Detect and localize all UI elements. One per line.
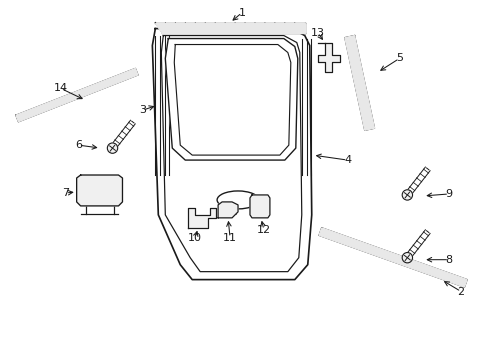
Text: 10: 10	[188, 233, 202, 243]
Polygon shape	[16, 68, 138, 122]
Polygon shape	[318, 42, 340, 72]
Text: 4: 4	[344, 155, 351, 165]
Polygon shape	[76, 175, 122, 206]
Text: 3: 3	[139, 105, 146, 115]
Polygon shape	[155, 23, 305, 32]
Polygon shape	[188, 208, 216, 228]
Circle shape	[402, 252, 413, 263]
Text: 1: 1	[239, 8, 245, 18]
Text: 2: 2	[458, 287, 465, 297]
Text: 11: 11	[223, 233, 237, 243]
Polygon shape	[250, 195, 270, 218]
Polygon shape	[218, 202, 238, 218]
Text: 14: 14	[53, 84, 68, 93]
Circle shape	[402, 190, 413, 200]
Text: 6: 6	[75, 140, 82, 150]
Polygon shape	[345, 36, 374, 130]
Polygon shape	[319, 228, 467, 287]
Text: 5: 5	[396, 54, 403, 63]
Circle shape	[107, 143, 118, 153]
Polygon shape	[152, 28, 312, 280]
Text: 12: 12	[257, 225, 271, 235]
Polygon shape	[165, 39, 298, 160]
Text: 8: 8	[445, 255, 453, 265]
Text: 13: 13	[311, 28, 325, 37]
Text: 9: 9	[445, 189, 453, 199]
Text: 7: 7	[62, 188, 69, 198]
